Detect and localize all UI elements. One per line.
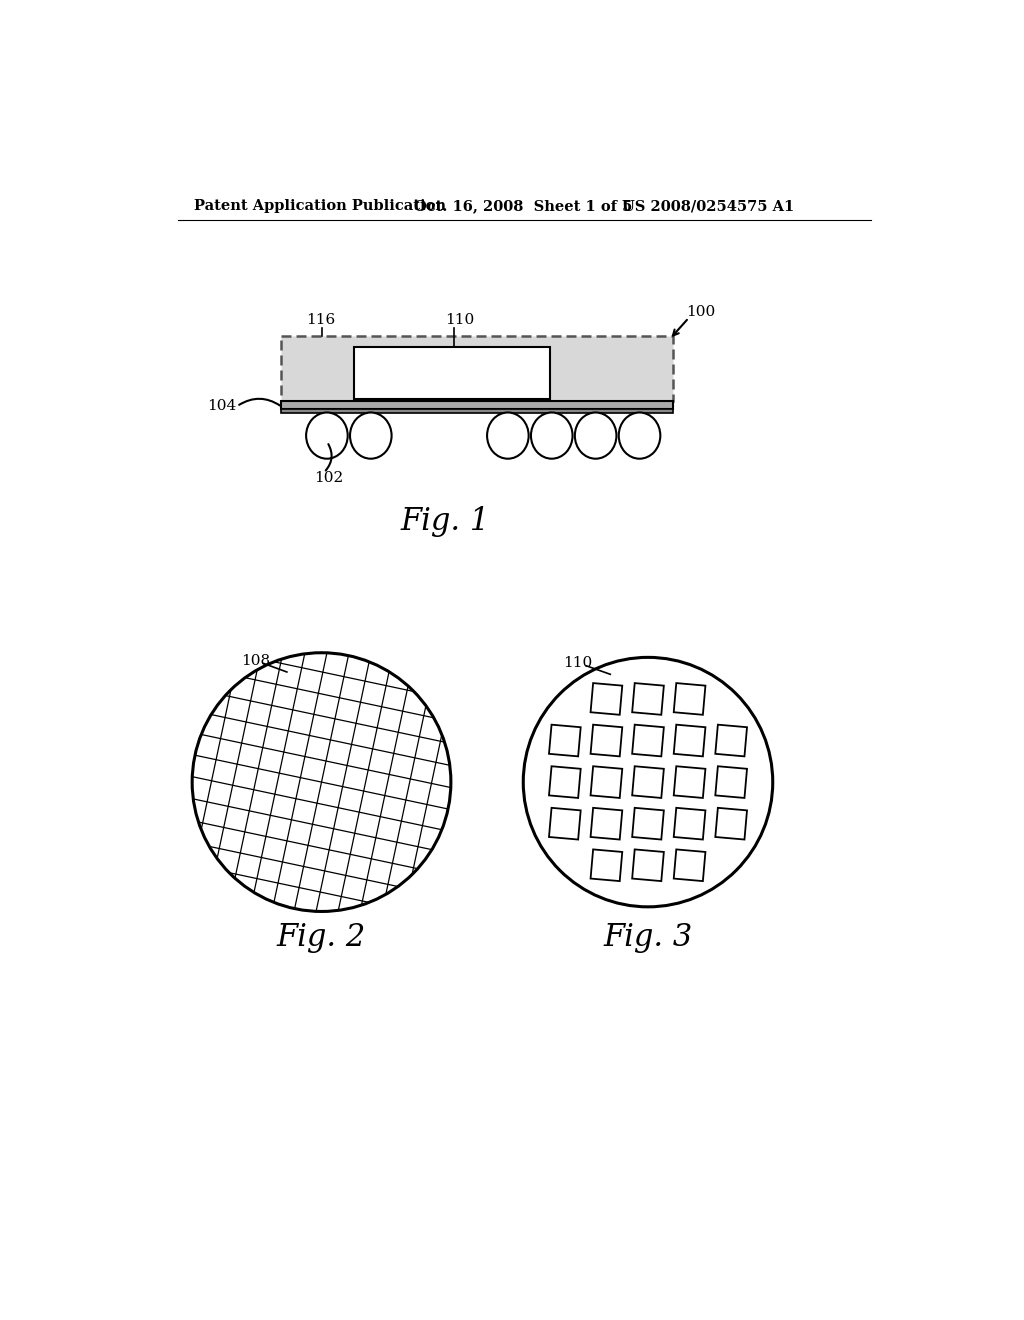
- Text: 104: 104: [208, 400, 237, 413]
- Ellipse shape: [618, 413, 660, 459]
- Bar: [632, 682, 664, 715]
- Bar: [591, 725, 623, 756]
- Text: 116: 116: [306, 313, 336, 327]
- Bar: [716, 808, 748, 840]
- Bar: [674, 682, 706, 715]
- Text: 100: 100: [686, 305, 716, 319]
- Bar: [591, 808, 623, 840]
- Bar: [591, 766, 623, 799]
- Bar: [281, 409, 674, 413]
- Bar: [549, 766, 581, 799]
- Text: 110: 110: [563, 656, 593, 669]
- Bar: [281, 335, 674, 401]
- Bar: [549, 808, 581, 840]
- Text: 110: 110: [444, 313, 474, 327]
- Bar: [281, 401, 674, 409]
- Text: Fig. 2: Fig. 2: [276, 923, 367, 953]
- Text: Fig. 3: Fig. 3: [603, 923, 692, 953]
- Ellipse shape: [487, 413, 528, 459]
- Circle shape: [523, 657, 773, 907]
- Bar: [591, 682, 623, 715]
- Bar: [632, 808, 664, 840]
- Text: Oct. 16, 2008  Sheet 1 of 5: Oct. 16, 2008 Sheet 1 of 5: [414, 199, 632, 213]
- Text: US 2008/0254575 A1: US 2008/0254575 A1: [622, 199, 794, 213]
- Bar: [674, 766, 706, 799]
- Bar: [674, 849, 706, 882]
- Ellipse shape: [306, 413, 348, 459]
- Bar: [716, 725, 748, 756]
- Ellipse shape: [531, 413, 572, 459]
- Bar: [591, 849, 623, 882]
- Bar: [632, 725, 664, 756]
- Ellipse shape: [574, 413, 616, 459]
- Circle shape: [193, 653, 451, 911]
- Text: Fig. 1: Fig. 1: [400, 507, 489, 537]
- Text: 102: 102: [313, 471, 343, 484]
- Bar: [632, 849, 664, 882]
- Bar: [549, 725, 581, 756]
- Text: Patent Application Publication: Patent Application Publication: [194, 199, 445, 213]
- Bar: [716, 766, 748, 799]
- Bar: [354, 347, 550, 400]
- Text: 108: 108: [241, 655, 269, 668]
- Bar: [674, 725, 706, 756]
- Ellipse shape: [350, 413, 391, 459]
- Bar: [674, 808, 706, 840]
- Bar: [632, 766, 664, 799]
